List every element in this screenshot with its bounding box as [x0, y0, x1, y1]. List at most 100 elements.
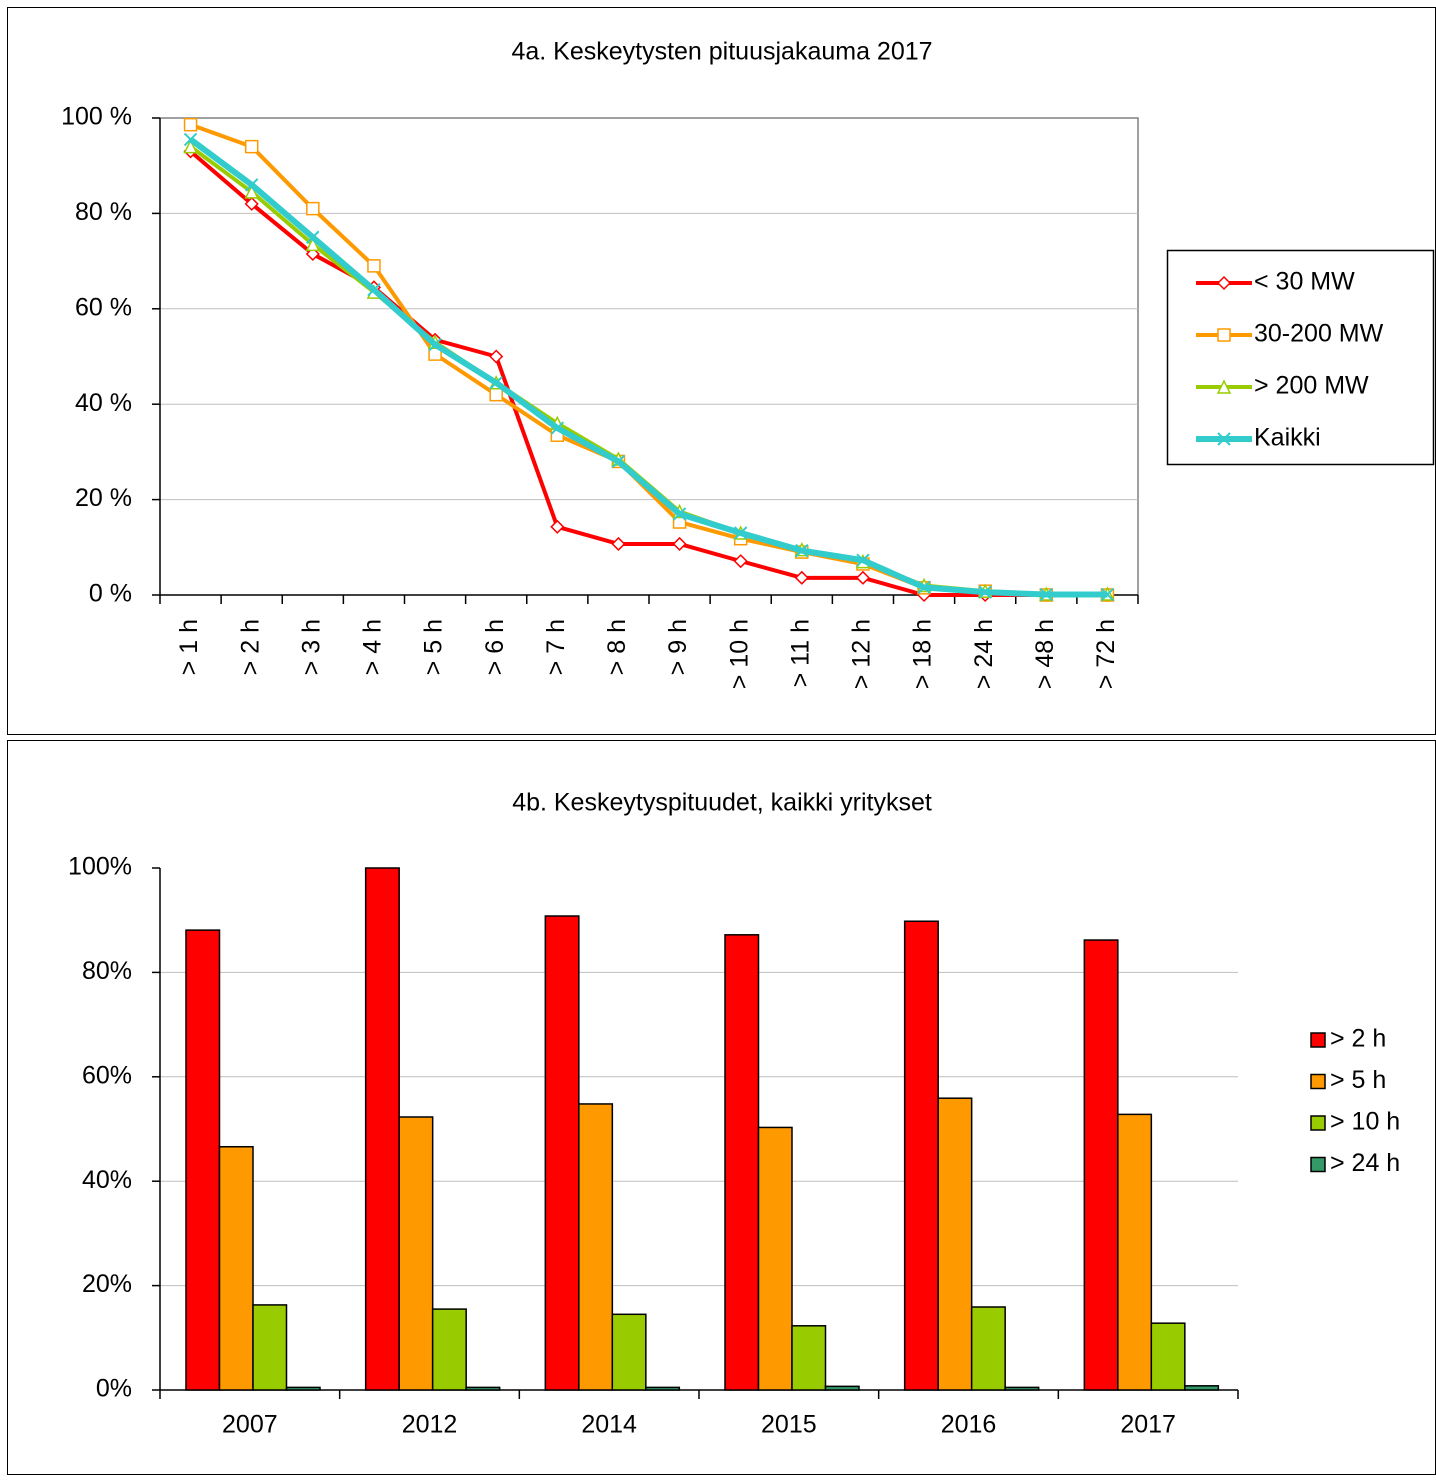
marker — [1217, 432, 1231, 446]
chart-title: 4a. Keskeytysten pituusjakauma 2017 — [511, 38, 932, 66]
legend-swatch — [1310, 1032, 1326, 1048]
marker — [367, 283, 381, 297]
bar — [544, 915, 580, 1391]
x-tick-label: > 5 h — [420, 619, 448, 675]
plot-border — [160, 117, 1139, 595]
marker — [183, 138, 198, 154]
y-tick-label: 100% — [68, 853, 132, 881]
y-tick-label: 60% — [82, 1061, 132, 1089]
y-tick-label: 0 % — [89, 580, 132, 608]
x-tick-label: 2014 — [581, 1411, 637, 1439]
marker — [306, 230, 320, 244]
bar — [185, 929, 221, 1391]
bar — [1083, 939, 1119, 1391]
x-tick-label: > 18 h — [909, 619, 937, 689]
marker — [611, 454, 626, 469]
marker — [856, 553, 870, 567]
bar — [578, 1103, 614, 1391]
bar — [903, 920, 939, 1391]
chart-title: 4b. Keskeytyspituudet, kaikki yritykset — [512, 789, 932, 817]
bar — [645, 1386, 681, 1391]
x-tick-label: > 2 h — [236, 619, 264, 675]
y-tick-label: 20% — [82, 1270, 132, 1298]
marker — [1217, 328, 1231, 342]
marker — [306, 201, 320, 216]
x-tick-label: > 11 h — [786, 619, 814, 687]
marker — [244, 196, 259, 211]
marker — [1039, 587, 1054, 602]
marker — [917, 580, 931, 595]
marker — [795, 543, 809, 558]
bar — [1184, 1385, 1220, 1391]
bar — [1004, 1386, 1040, 1391]
marker — [428, 337, 442, 352]
bar — [724, 934, 760, 1391]
legend-label: > 200 MW — [1254, 372, 1369, 400]
x-tick-label: > 48 h — [1031, 619, 1059, 689]
marker — [183, 117, 198, 132]
x-tick-label: > 8 h — [603, 619, 631, 675]
bar — [465, 1386, 501, 1391]
marker — [672, 507, 687, 521]
legend-swatch — [1310, 1073, 1326, 1090]
y-tick-label: 20 % — [75, 484, 132, 512]
marker — [1216, 379, 1232, 394]
marker — [1216, 275, 1232, 291]
y-tick-label: 60 % — [75, 293, 132, 321]
line — [188, 137, 1108, 598]
bar — [431, 1308, 467, 1391]
marker — [672, 536, 687, 552]
bar — [218, 1145, 254, 1391]
marker — [489, 349, 504, 364]
bar — [1150, 1322, 1186, 1391]
marker — [489, 387, 503, 402]
y-tick-label: 40 % — [75, 389, 132, 417]
marker — [611, 536, 626, 552]
legend-label: > 10 h — [1330, 1108, 1400, 1136]
bar — [824, 1385, 860, 1391]
marker — [244, 184, 259, 199]
x-tick-label: > 72 h — [1092, 619, 1120, 689]
x-tick-label: > 3 h — [297, 619, 325, 675]
marker — [978, 585, 992, 599]
y-tick-label: 40% — [82, 1166, 132, 1194]
y-tick-label: 100 % — [61, 103, 132, 131]
bar — [398, 1116, 434, 1391]
marker — [305, 236, 321, 252]
marker — [733, 554, 748, 569]
x-tick-label: > 10 h — [725, 619, 753, 689]
legend-label: > 24 h — [1330, 1149, 1400, 1177]
bar — [937, 1097, 973, 1391]
x-tick-label: > 6 h — [481, 619, 509, 675]
x-tick-label: 2007 — [222, 1411, 278, 1439]
y-tick-label: 0% — [96, 1375, 132, 1403]
legend-label: < 30 MW — [1254, 268, 1355, 296]
marker — [367, 259, 381, 273]
marker — [733, 526, 748, 540]
bar — [364, 867, 400, 1391]
marker — [244, 139, 259, 154]
legend-swatch — [1310, 1156, 1326, 1173]
marker — [244, 178, 259, 192]
bar — [970, 1306, 1006, 1391]
marker — [855, 570, 870, 585]
bar — [791, 1325, 827, 1391]
marker — [794, 570, 809, 585]
x-tick-label: > 12 h — [848, 619, 876, 689]
x-tick-label: > 9 h — [664, 619, 692, 675]
legend-box — [1166, 249, 1435, 466]
legend-label: > 2 h — [1330, 1025, 1386, 1053]
x-tick-label: > 4 h — [359, 619, 387, 675]
bar — [757, 1126, 793, 1391]
y-tick-label: 80 % — [75, 198, 132, 226]
x-tick-label: 2015 — [761, 1411, 817, 1439]
marker — [489, 376, 503, 390]
legend-label: 30-200 MW — [1254, 320, 1384, 348]
marker — [1100, 587, 1115, 602]
legend-label: Kaikki — [1254, 424, 1321, 452]
marker — [550, 519, 565, 534]
legend-label: > 5 h — [1330, 1066, 1386, 1094]
bar — [611, 1313, 647, 1391]
x-tick-label: > 24 h — [970, 619, 998, 689]
